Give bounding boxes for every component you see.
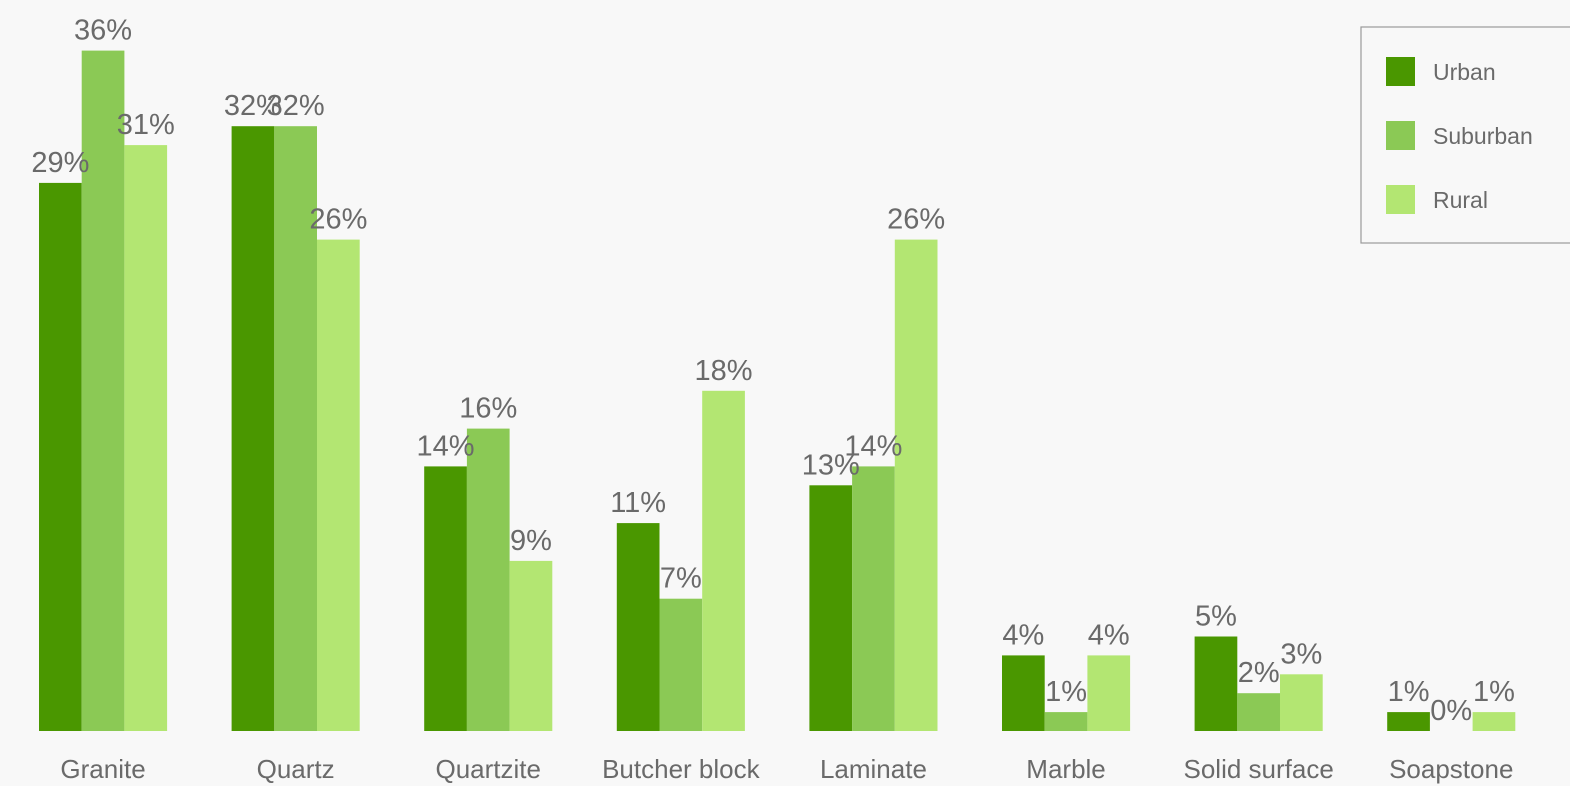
value-label-butcher-block-rural: 18%: [695, 355, 753, 387]
value-label-marble-suburban: 1%: [1045, 676, 1087, 708]
value-label-laminate-urban: 13%: [802, 449, 860, 481]
value-label-quartzite-urban: 14%: [417, 430, 475, 462]
bar-marble-rural: [1087, 655, 1131, 731]
value-label-butcher-block-urban: 11%: [610, 487, 666, 519]
bar-granite-suburban: [81, 50, 125, 732]
value-label-laminate-suburban: 14%: [844, 430, 902, 462]
bars-layer: [39, 50, 1516, 732]
legend-swatch-rural: [1386, 185, 1415, 214]
value-label-butcher-block-suburban: 7%: [660, 563, 702, 595]
category-label-quartzite: Quartzite: [436, 754, 542, 784]
value-label-quartzite-suburban: 16%: [459, 393, 517, 425]
bar-butcher-block-rural: [702, 390, 745, 731]
legend-swatch-urban: [1386, 57, 1415, 86]
category-label-solid-surface: Solid surface: [1183, 754, 1333, 784]
bar-solid-surface-rural: [1280, 674, 1323, 731]
value-label-soapstone-suburban: 0%: [1430, 695, 1472, 727]
bar-laminate-suburban: [852, 466, 895, 731]
value-labels-layer: 29%36%31%32%32%26%14%16%9%11%7%18%13%14%…: [31, 15, 1515, 727]
value-label-quartz-rural: 26%: [309, 204, 367, 236]
bar-soapstone-urban: [1387, 712, 1430, 731]
bar-soapstone-rural: [1472, 712, 1516, 731]
legend-label-rural: Rural: [1433, 187, 1488, 213]
legend-items: Urban Suburban Rural: [1386, 57, 1533, 214]
value-label-marble-urban: 4%: [1002, 619, 1044, 651]
value-label-soapstone-rural: 1%: [1473, 676, 1515, 708]
value-label-quartzite-rural: 9%: [510, 525, 552, 557]
value-label-granite-urban: 29%: [31, 147, 89, 179]
bar-solid-surface-suburban: [1237, 693, 1280, 731]
bar-solid-surface-urban: [1194, 636, 1238, 731]
category-label-granite: Granite: [60, 754, 145, 784]
value-label-laminate-rural: 26%: [887, 204, 945, 236]
bar-quartzite-rural: [509, 560, 553, 731]
value-label-solid-surface-rural: 3%: [1280, 638, 1322, 670]
bar-butcher-block-suburban: [659, 598, 703, 731]
bar-marble-urban: [1002, 655, 1045, 731]
bar-butcher-block-urban: [616, 523, 660, 731]
value-label-quartz-urban: 32%: [224, 90, 282, 122]
bar-quartz-urban: [231, 126, 275, 731]
bar-quartzite-urban: [424, 466, 467, 731]
value-label-granite-suburban: 36%: [74, 15, 132, 47]
bar-granite-rural: [124, 145, 168, 732]
category-label-quartz: Quartz: [257, 754, 335, 784]
category-label-laminate: Laminate: [820, 754, 927, 784]
category-label-marble: Marble: [1026, 754, 1105, 784]
value-label-quartz-suburban: 32%: [267, 90, 325, 122]
bar-quartz-rural: [317, 239, 360, 731]
value-label-solid-surface-suburban: 2%: [1238, 657, 1280, 689]
legend-swatch-suburban: [1386, 121, 1415, 150]
bar-quartz-suburban: [274, 126, 317, 731]
bar-granite-urban: [39, 182, 82, 731]
bar-quartzite-suburban: [466, 428, 510, 731]
bar-laminate-rural: [894, 239, 938, 731]
bar-marble-suburban: [1044, 712, 1088, 731]
value-label-marble-rural: 4%: [1088, 619, 1130, 651]
legend-label-suburban: Suburban: [1433, 123, 1533, 149]
category-label-butcher-block: Butcher block: [602, 754, 761, 784]
legend-label-urban: Urban: [1433, 59, 1496, 85]
category-labels-layer: Granite Quartz Quartzite Butcher block Lamin…: [60, 754, 1513, 784]
legend: Urban Suburban Rural: [1360, 26, 1570, 244]
category-label-soapstone: Soapstone: [1389, 754, 1513, 784]
value-label-solid-surface-urban: 5%: [1195, 601, 1237, 633]
value-label-soapstone-urban: 1%: [1388, 676, 1430, 708]
value-label-granite-rural: 31%: [117, 109, 175, 141]
bar-laminate-urban: [809, 485, 853, 731]
